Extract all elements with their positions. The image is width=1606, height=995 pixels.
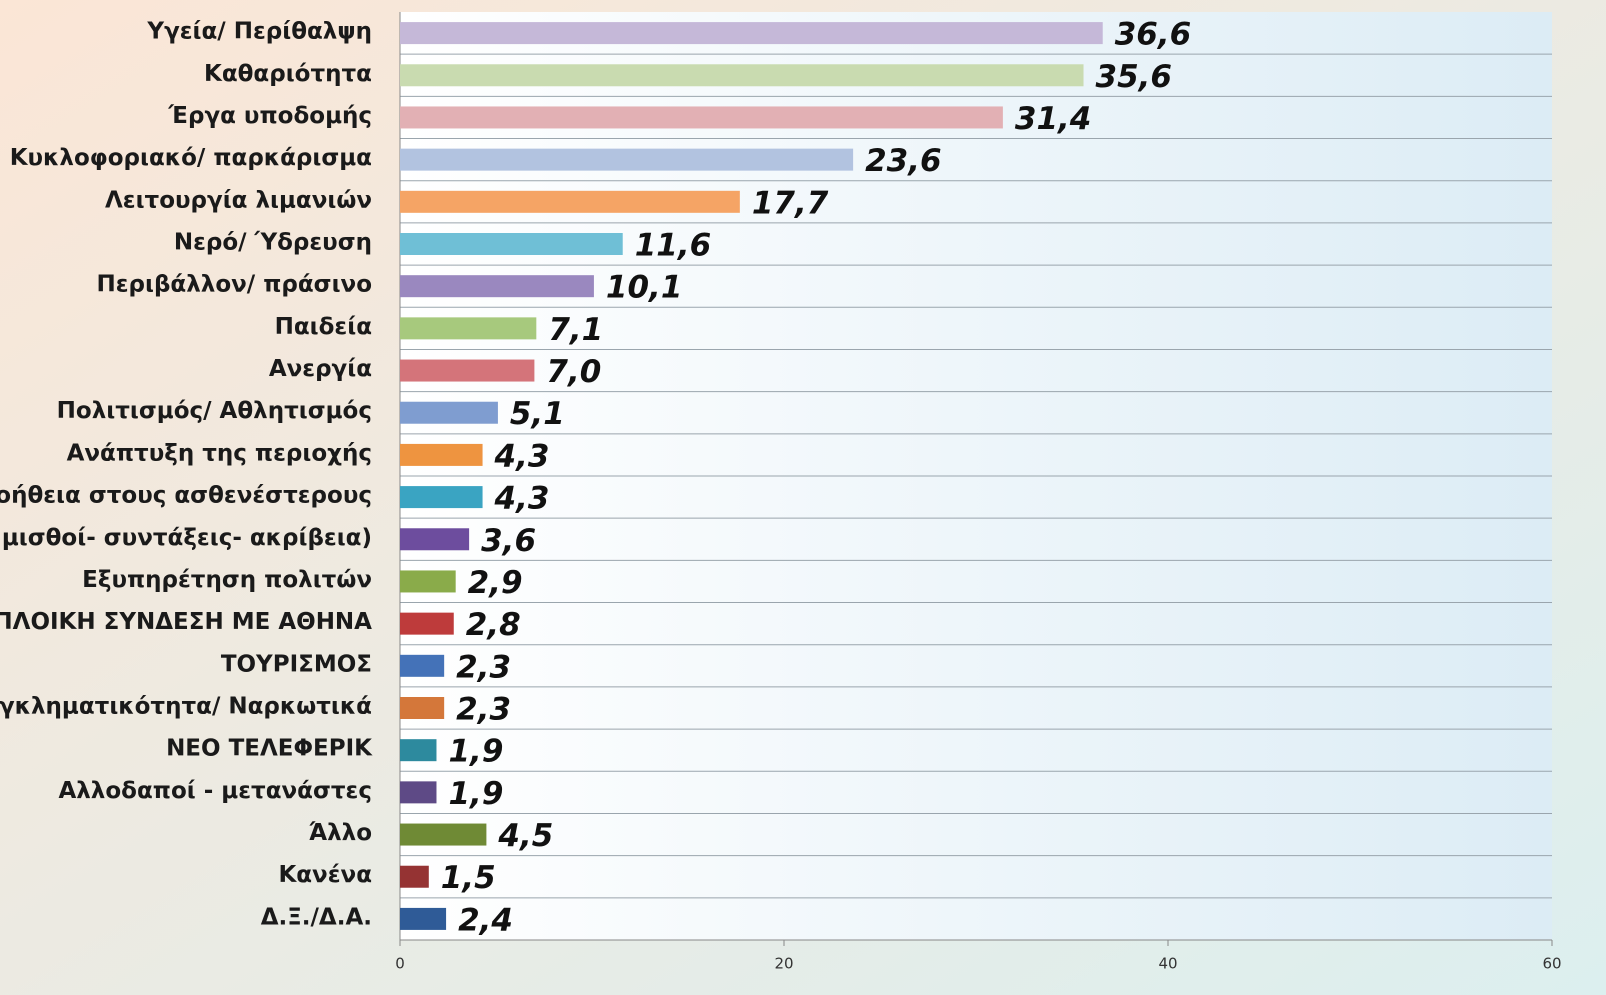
category-label: Εξυπηρέτηση πολιτών: [82, 567, 372, 593]
value-label: 2,8: [466, 607, 521, 643]
value-label: 31,4: [1015, 101, 1092, 137]
category-label: Πολιτισμός/ Αθλητισμός: [57, 398, 372, 424]
category-label: ί μισθοί- συντάξεις- ακρίβεια): [0, 525, 372, 551]
bar: [400, 443, 483, 466]
category-label: Δ.Ξ./Δ.Α.: [261, 904, 372, 930]
category-label: Εγκληματικότητα/ Ναρκωτικά: [0, 694, 372, 720]
bar: [400, 359, 535, 382]
value-label: 5,1: [510, 396, 565, 432]
category-label: ΤΟΥΡΙΣΜΟΣ: [221, 651, 372, 677]
category-label: Νερό/ Ύδρευση: [174, 230, 372, 256]
x-tick-label: 20: [774, 955, 793, 973]
value-label: 4,3: [494, 438, 550, 474]
value-label: 4,5: [497, 818, 553, 854]
bar: [400, 486, 483, 509]
value-label: 2,9: [468, 565, 523, 601]
bar: [400, 865, 429, 888]
bar: [400, 697, 445, 719]
value-label: 2,4: [458, 902, 513, 938]
category-label: Έργα υποδομής: [168, 103, 372, 129]
category-label: Περιβάλλον/ πράσινο: [96, 272, 372, 298]
value-label: 10,1: [606, 270, 683, 306]
category-label: Λειτουργία λιμανιών: [105, 187, 372, 213]
bar: [400, 148, 854, 171]
value-label: 4,3: [494, 481, 550, 517]
x-tick-label: 0: [395, 955, 405, 973]
category-label: Αλλοδαποί - μετανάστες: [58, 778, 372, 804]
value-label: 7,0: [546, 354, 601, 390]
value-label: 17,7: [752, 185, 829, 221]
bar: [400, 401, 498, 424]
value-label: 1,9: [448, 734, 503, 770]
category-label: Άλλο: [309, 820, 372, 846]
bar: [400, 823, 487, 846]
value-label: 11,6: [635, 228, 712, 264]
bar: [400, 233, 623, 255]
category-label: Βοήθεια στους ασθενέστερους: [0, 483, 372, 509]
bar: [400, 612, 454, 635]
value-label: 2,3: [456, 649, 511, 685]
category-label: Υγεία/ Περίθαλψη: [146, 19, 372, 45]
bar: [400, 739, 437, 762]
value-label: 3,6: [481, 523, 536, 559]
value-label: 7,1: [548, 312, 603, 348]
value-label: 1,5: [441, 860, 496, 896]
bar: [400, 654, 445, 677]
value-label: 23,6: [865, 143, 942, 179]
category-label: Ανεργία: [269, 356, 372, 382]
bar: [400, 190, 740, 213]
bar: [400, 317, 537, 340]
bar: [400, 570, 456, 593]
bar: [400, 528, 470, 551]
category-label: ΝΕΟ ΤΕΛΕΦΕΡΙΚ: [166, 736, 373, 762]
category-label: Καθαριότητα: [204, 61, 372, 87]
bar: [400, 106, 1003, 129]
bar: [400, 22, 1103, 45]
value-label: 1,9: [448, 776, 503, 812]
value-label: 2,3: [456, 692, 511, 728]
category-label: ΟΠΛΟΙΚΗ ΣΥΝΔΕΣΗ ΜΕ ΑΘΗΝΑ: [0, 609, 372, 635]
x-tick-label: 60: [1542, 955, 1561, 973]
category-label: Παιδεία: [275, 314, 372, 340]
x-tick-label: 40: [1158, 955, 1177, 973]
bar: [400, 781, 437, 804]
value-label: 36,6: [1115, 17, 1192, 53]
category-label: Κανένα: [278, 862, 372, 888]
value-label: 35,6: [1096, 59, 1173, 95]
bar: [400, 907, 447, 930]
category-label: Κυκλοφοριακό/ παρκάρισμα: [10, 145, 372, 171]
bar: [400, 275, 594, 298]
category-label: Ανάπτυξη της περιοχής: [67, 440, 372, 466]
bar: [400, 64, 1084, 87]
